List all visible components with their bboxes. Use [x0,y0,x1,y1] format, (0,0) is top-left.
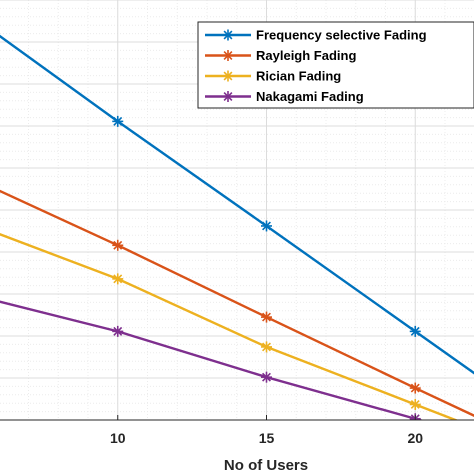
legend-label: Rician Fading [256,69,341,84]
marker-stroke [223,71,233,81]
data-point-marker [112,273,124,285]
marker-stroke [223,51,233,60]
marker-stroke [262,372,271,382]
marker-stroke [113,326,123,336]
x-tick-label: 20 [407,430,423,446]
marker-stroke [113,116,123,126]
data-point-marker [261,371,272,383]
marker-stroke [262,312,271,322]
x-tick-label: 10 [110,430,126,446]
marker-stroke [113,274,123,284]
marker-stroke [223,30,233,40]
legend-entries: Frequency selective Fading Rayleigh Fadin… [205,28,427,104]
data-point-marker [409,325,421,337]
marker-stroke [223,92,233,101]
legend-label: Nakagami Fading [256,89,364,104]
legend-swatch-marker [222,91,234,102]
x-axis-ticks: 10 15 20 [110,415,423,446]
legend-label: Rayleigh Fading [256,48,356,63]
x-tick-label: 15 [259,430,275,446]
data-point-marker [112,115,124,127]
legend-swatch-marker [222,29,234,41]
data-point-marker [112,239,124,251]
marker-stroke [410,326,420,336]
data-point-marker [409,398,421,410]
legend-swatch-marker [222,50,234,61]
data-point-marker [261,220,272,232]
marker-stroke [262,342,271,352]
data-point-marker [261,341,272,353]
x-axis-label: No of Users [224,457,308,474]
data-point-marker [261,311,272,323]
data-point-marker [409,382,421,394]
legend-box [197,21,474,109]
marker-stroke [410,400,420,409]
legend-swatch-marker [222,70,234,82]
data-point-marker [112,325,124,337]
legend-label: Frequency selective Fading [256,28,427,43]
legend: Frequency selective Fading Rayleigh Fadin… [197,21,474,109]
marker-stroke [410,383,420,393]
marker-stroke [262,221,271,231]
marker-stroke [113,240,123,250]
